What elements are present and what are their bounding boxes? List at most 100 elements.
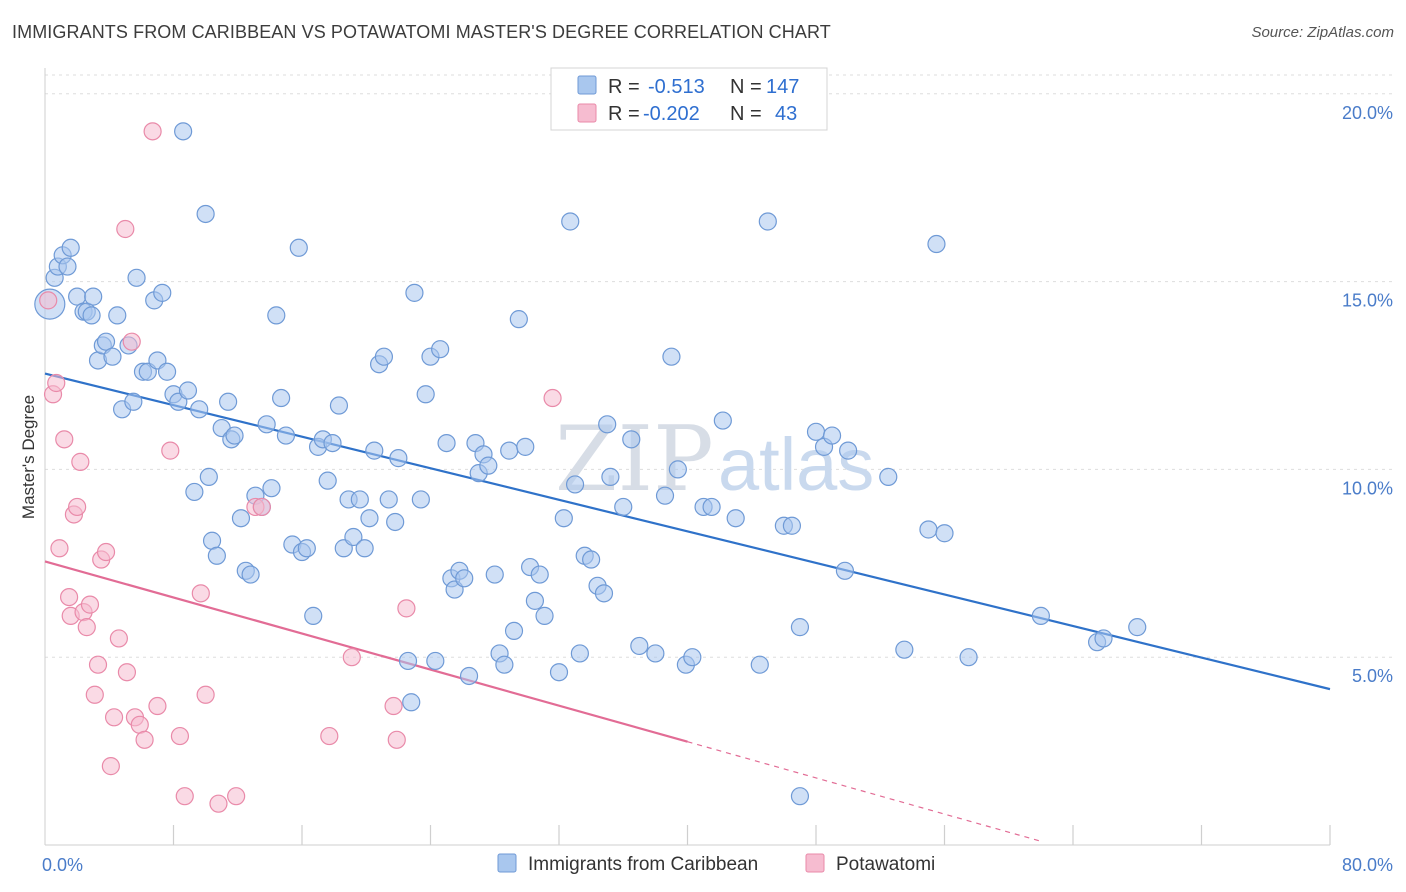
- potawatomi-point: [88, 655, 108, 674]
- potawatomi-point: [196, 685, 215, 704]
- potawatomi-point: [50, 539, 69, 558]
- caribbean-point: [561, 212, 580, 231]
- caribbean-point: [726, 509, 745, 528]
- x-tick-label-min: 0.0%: [42, 855, 83, 875]
- potawatomi-point: [320, 726, 339, 746]
- caribbean-point: [1031, 606, 1050, 625]
- caribbean-point: [594, 584, 614, 603]
- potawatomi-point: [543, 388, 562, 408]
- caribbean-point: [108, 306, 127, 325]
- caribbean-point: [919, 520, 938, 539]
- caribbean-point: [225, 426, 244, 445]
- potawatomi-point: [68, 497, 87, 517]
- caribbean-point: [411, 490, 430, 509]
- caribbean-point: [272, 388, 291, 408]
- chart-title: IMMIGRANTS FROM CARIBBEAN VS POTAWATOMI …: [12, 22, 831, 42]
- potawatomi-point: [130, 715, 149, 734]
- potawatomi-point: [135, 730, 154, 749]
- caribbean-point: [297, 539, 316, 558]
- caribbean-point: [405, 283, 424, 302]
- caribbean-point: [662, 347, 681, 366]
- caribbean-point: [509, 310, 528, 329]
- bottom-legend-label-caribbean: Immigrants from Caribbean: [528, 854, 758, 875]
- caribbean-point: [241, 565, 260, 584]
- potawatomi-point: [85, 685, 104, 704]
- caribbean-point: [178, 381, 198, 400]
- caribbean-point: [386, 512, 405, 532]
- potawatomi-point: [143, 122, 162, 141]
- caribbean-point: [289, 238, 308, 257]
- potawatomi-point: [122, 332, 141, 351]
- caribbean-point: [459, 666, 479, 686]
- legend-r-value-2: -0.202: [643, 103, 700, 125]
- caribbean-point: [329, 396, 349, 415]
- potawatomi-point: [109, 629, 128, 648]
- caribbean-point: [565, 475, 585, 494]
- bottom-legend-swatch-caribbean: [497, 853, 517, 873]
- potawatomi-point: [397, 599, 416, 618]
- caribbean-point: [959, 648, 978, 667]
- potawatomi-regression-extension: [687, 741, 1042, 842]
- caribbean-point: [1094, 629, 1113, 648]
- legend-n-value-2: 43: [775, 103, 797, 125]
- caribbean-point: [495, 655, 514, 674]
- caribbean-point: [525, 591, 545, 610]
- caribbean-point: [61, 238, 80, 257]
- y-tick-label: 20.0%: [1342, 103, 1393, 123]
- legend-r-value-1: -0.513: [648, 76, 705, 98]
- caribbean-point: [713, 411, 732, 430]
- potawatomi-point: [170, 726, 190, 746]
- caribbean-point: [157, 362, 177, 381]
- caribbean-point: [479, 456, 498, 475]
- caribbean-point: [927, 234, 946, 254]
- legend-swatch-caribbean: [577, 75, 597, 95]
- potawatomi-point: [47, 373, 66, 393]
- y-tick-label: 15.0%: [1342, 291, 1393, 311]
- legend-r-label-2: R =: [608, 103, 640, 125]
- y-tick-label: 10.0%: [1342, 478, 1393, 498]
- caribbean-point: [207, 546, 226, 565]
- source-credit: Source: ZipAtlas.com: [1251, 24, 1394, 41]
- caribbean-point: [389, 449, 408, 468]
- legend-r-label-1: R =: [608, 76, 640, 98]
- caribbean-point: [702, 497, 721, 517]
- caribbean-point: [199, 467, 218, 487]
- x-tick-label-max: 80.0%: [1342, 855, 1393, 875]
- caribbean-point: [758, 212, 777, 231]
- caribbean-point: [750, 655, 769, 674]
- caribbean-point: [103, 347, 122, 366]
- potawatomi-point: [59, 587, 79, 607]
- potawatomi-point: [77, 618, 96, 637]
- caribbean-point: [806, 422, 826, 441]
- caribbean-point: [535, 606, 554, 625]
- caribbean-point: [582, 550, 601, 569]
- caribbean-point: [262, 479, 281, 498]
- caribbean-point: [879, 467, 898, 487]
- potawatomi-point: [342, 648, 361, 667]
- caribbean-point: [379, 490, 398, 509]
- potawatomi-point: [161, 441, 180, 460]
- caribbean-point: [84, 287, 103, 306]
- potawatomi-point: [209, 794, 228, 813]
- correlation-legend: R = -0.513 N = 147 R = -0.202 N = 43: [550, 67, 828, 131]
- caribbean-point: [174, 122, 193, 141]
- caribbean-point: [485, 565, 504, 584]
- caribbean-point: [82, 306, 101, 325]
- y-tick-label: 5.0%: [1352, 666, 1393, 686]
- caribbean-point: [1128, 618, 1147, 637]
- watermark-zip: ZIP: [555, 407, 714, 512]
- caribbean-point: [96, 332, 116, 351]
- caribbean-point: [630, 636, 649, 656]
- potawatomi-regression-line: [44, 560, 688, 743]
- caribbean-point: [58, 257, 77, 276]
- caribbean-point: [455, 569, 474, 588]
- potawatomi-point: [71, 452, 90, 471]
- caribbean-point: [790, 787, 810, 806]
- caribbean-point: [790, 618, 810, 637]
- caribbean-point: [153, 283, 172, 302]
- caribbean-point: [935, 524, 954, 543]
- potawatomi-point: [227, 787, 246, 806]
- caribbean-point: [219, 392, 238, 411]
- caribbean-point: [549, 663, 569, 682]
